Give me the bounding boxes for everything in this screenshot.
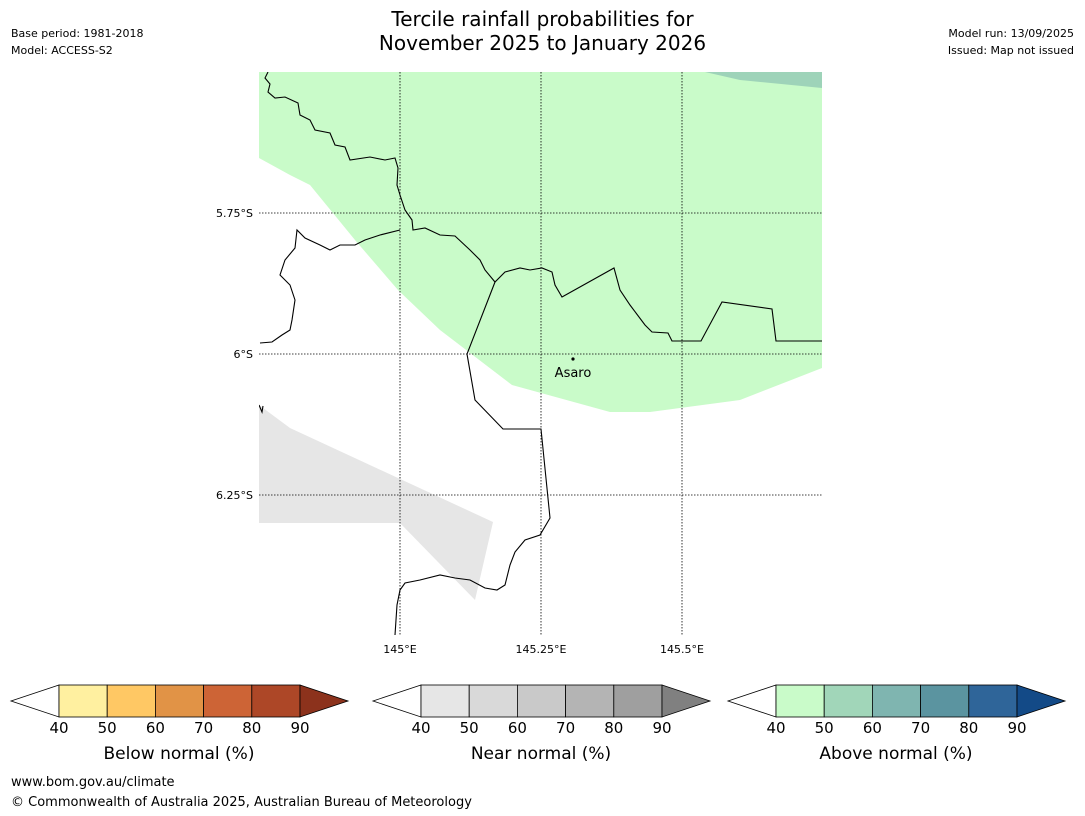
near-colorbar-tick-label: 40 [411,719,431,737]
below-colorbar-tick-label: 60 [145,719,165,737]
boundary-central [394,281,551,635]
above-colorbar-tick-label: 80 [959,719,979,737]
below-colorbar-segment [251,684,301,718]
below-colorbar-under-arrow [9,684,60,718]
title-line-1: Tercile rainfall probabilities for [391,7,694,31]
near-colorbar-segment [420,684,470,718]
lon-label-145e: 145°E [383,643,416,656]
near-colorbar-segment [468,684,518,718]
lon-label-145-5e: 145.5°E [660,643,704,656]
province-boundaries [259,72,822,635]
title-line-2: November 2025 to January 2026 [378,31,707,55]
lon-label-145-25e: 145.25°E [516,643,567,656]
below-colorbar-segment [58,684,108,718]
base-period-text: Base period: 1981-2018 [11,27,144,40]
graticule [259,72,822,635]
asaro-marker [571,357,575,361]
near-colorbar-tick-label: 70 [556,719,576,737]
below-colorbar-segment [203,684,253,718]
near-normal-40-50-zone [259,405,493,600]
above-colorbar-segment [920,684,970,718]
above-colorbar-tick-label: 60 [862,719,882,737]
colorbar-above-normal [726,684,1067,718]
map-area [259,72,822,635]
below-colorbar-over-arrow [299,684,350,718]
above-normal-50-60-zone [705,72,822,88]
above-colorbar-segment [872,684,922,718]
lat-tick-labels: 5.75°S 6°S 6.25°S [216,207,253,502]
below-colorbar-segment [106,684,156,718]
colorbar-below-label: Below normal (%) [103,744,255,764]
boundary-southwest [259,404,264,414]
above-colorbar-segment [968,684,1018,718]
footer-url[interactable]: www.bom.gov.au/climate [11,775,175,790]
near-colorbar-tick-label: 50 [459,719,479,737]
above-colorbar-tick-label: 50 [814,719,834,737]
colorbar-near-normal [371,684,712,718]
lon-tick-labels: 145°E 145.25°E 145.5°E [383,643,704,656]
above-colorbar-tick-label: 40 [766,719,786,737]
near-colorbar-segment [517,684,567,718]
colorbar-below-normal [9,684,350,718]
below-colorbar-tick-label: 50 [97,719,117,737]
above-colorbar-tick-label: 70 [911,719,931,737]
above-colorbar-under-arrow [726,684,777,718]
header-right: Model run: 13/09/2025 Issued: Map not is… [948,25,1074,59]
below-colorbar-tick-label: 90 [290,719,310,737]
near-colorbar-tick-label: 80 [604,719,624,737]
below-colorbar-segment [154,684,204,718]
lat-label-6s: 6°S [234,348,253,361]
issued-text: Issued: Map not issued [947,44,1074,57]
near-colorbar-under-arrow [371,684,422,718]
above-colorbar-segment [823,684,873,718]
footer-copyright: © Commonwealth of Australia 2025, Austra… [11,795,472,810]
model-text: Model: ACCESS-S2 [11,44,113,57]
header-left: Base period: 1981-2018 Model: ACCESS-S2 [11,25,143,59]
near-colorbar-segment [565,684,615,718]
near-colorbar-tick-label: 60 [507,719,527,737]
boundary-north [264,72,822,342]
below-colorbar-tick-label: 70 [194,719,214,737]
boundary-west [259,228,401,344]
lat-label-6-25s: 6.25°S [216,489,253,502]
near-colorbar-tick-label: 90 [652,719,672,737]
above-colorbar-tick-label: 90 [1007,719,1027,737]
below-colorbar-tick-label: 40 [49,719,69,737]
above-colorbar-over-arrow [1016,684,1067,718]
above-colorbar-segment [775,684,825,718]
colorbar-near-label: Near normal (%) [470,744,612,764]
near-colorbar-over-arrow [661,684,712,718]
near-colorbar-segment [613,684,663,718]
asaro-label: Asaro [555,366,592,381]
lat-label-5-75s: 5.75°S [216,207,253,220]
map-title: Tercile rainfall probabilities for Novem… [0,7,1085,55]
model-run-text: Model run: 13/09/2025 [948,27,1074,40]
colorbar-above-label: Above normal (%) [819,744,973,764]
place-asaro: Asaro [555,357,592,381]
below-colorbar-tick-label: 80 [242,719,262,737]
